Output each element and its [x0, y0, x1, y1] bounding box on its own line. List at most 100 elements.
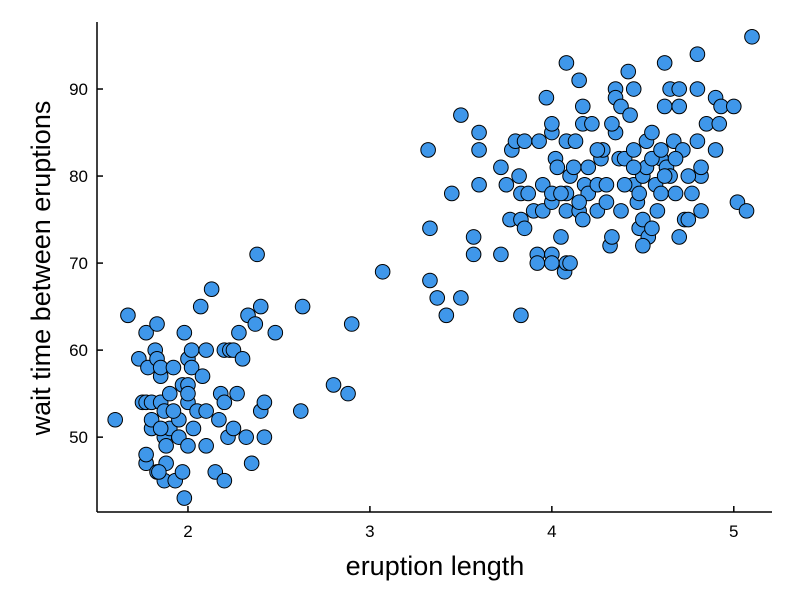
- data-point: [465, 246, 482, 263]
- data-point: [544, 255, 560, 271]
- data-point: [622, 107, 638, 123]
- data-point: [589, 142, 606, 158]
- data-point: [516, 220, 533, 237]
- data-point: [562, 255, 578, 271]
- data-point: [149, 316, 165, 332]
- data-point: [443, 185, 460, 202]
- data-point: [689, 81, 706, 97]
- data-point: [544, 116, 560, 132]
- y-tick-label: 70: [69, 254, 88, 273]
- data-point: [571, 72, 587, 89]
- data-point: [120, 307, 136, 324]
- data-point: [422, 272, 438, 289]
- y-tick-label: 50: [69, 428, 88, 447]
- data-point: [453, 107, 469, 123]
- data-point: [613, 203, 629, 219]
- data-point: [625, 142, 642, 158]
- data-point: [571, 194, 587, 210]
- data-point: [465, 229, 482, 245]
- data-point: [693, 159, 709, 176]
- x-tick-label: 3: [365, 522, 374, 541]
- data-point: [616, 176, 633, 193]
- data-point: [680, 168, 697, 184]
- data-point: [192, 298, 209, 315]
- data-point: [471, 124, 487, 141]
- data-point: [553, 185, 569, 202]
- data-point: [249, 246, 265, 263]
- data-point: [680, 211, 697, 228]
- data-point: [635, 237, 651, 254]
- data-point: [198, 438, 214, 454]
- data-point: [498, 176, 515, 193]
- data-point: [174, 464, 191, 480]
- data-point: [693, 203, 709, 219]
- x-axis-label: eruption length: [346, 551, 525, 581]
- data-point: [176, 324, 193, 341]
- x-tick-label: 5: [729, 522, 738, 541]
- data-point: [422, 220, 438, 237]
- data-point: [574, 211, 591, 228]
- data-point: [438, 307, 455, 324]
- data-point: [471, 142, 487, 158]
- data-point: [183, 342, 200, 358]
- data-point: [538, 89, 555, 106]
- axes: 2 3 4 5 50 60 70 80 90: [69, 22, 772, 541]
- data-point: [267, 324, 284, 341]
- data-point: [292, 403, 309, 419]
- data-point: [656, 55, 673, 71]
- data-point: [225, 420, 242, 437]
- data-point: [667, 185, 684, 202]
- data-point: [649, 203, 666, 219]
- data-point: [194, 368, 211, 385]
- data-point: [203, 281, 220, 297]
- data-point: [671, 229, 688, 245]
- data-point: [138, 446, 154, 463]
- data-point: [604, 229, 620, 245]
- data-point: [656, 98, 673, 115]
- data-point: [584, 116, 600, 132]
- data-point: [158, 438, 174, 454]
- data-point: [198, 342, 214, 358]
- data-point: [558, 55, 575, 71]
- data-point: [574, 98, 591, 115]
- data-point: [420, 142, 436, 158]
- data-point: [180, 438, 196, 454]
- data-point: [238, 429, 254, 445]
- data-point: [707, 142, 724, 158]
- data-point: [243, 455, 260, 472]
- data-point: [598, 194, 615, 210]
- data-point: [374, 263, 391, 280]
- data-point: [229, 385, 245, 402]
- x-tick-label: 2: [183, 522, 192, 541]
- data-point: [744, 28, 760, 45]
- data-point: [231, 324, 247, 341]
- data-point: [429, 290, 446, 306]
- data-point: [656, 168, 673, 184]
- data-point: [343, 316, 360, 332]
- data-point: [671, 98, 688, 115]
- data-point: [549, 159, 566, 176]
- data-point: [252, 298, 269, 315]
- data-point: [471, 176, 487, 193]
- data-point: [711, 116, 728, 132]
- data-point: [180, 385, 196, 402]
- data-point: [247, 316, 264, 332]
- data-point: [653, 142, 669, 158]
- data-point: [216, 394, 233, 411]
- data-point: [176, 490, 193, 506]
- data-point: [138, 324, 154, 341]
- data-point: [340, 385, 356, 402]
- points-layer: [107, 28, 760, 506]
- data-point: [567, 133, 584, 150]
- data-point: [107, 411, 123, 428]
- data-point: [256, 394, 273, 411]
- data-point: [580, 159, 597, 176]
- data-point: [553, 229, 569, 245]
- data-point: [256, 429, 273, 445]
- data-point: [511, 168, 527, 184]
- data-point: [531, 133, 547, 150]
- data-point: [453, 290, 469, 306]
- data-point: [684, 185, 700, 202]
- data-point: [653, 185, 669, 202]
